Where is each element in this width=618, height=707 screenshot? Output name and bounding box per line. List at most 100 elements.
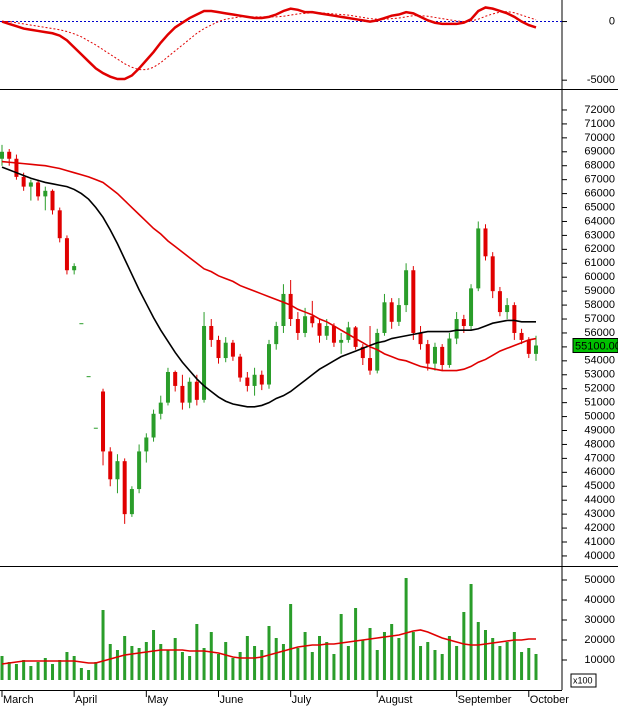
candle-body	[209, 325, 214, 340]
volume-bar	[346, 646, 350, 680]
volume-bar	[188, 656, 192, 680]
volume-bar	[498, 646, 502, 680]
volume-bar	[130, 646, 134, 680]
y-tick-label: 69000	[584, 146, 615, 158]
candle-body	[389, 302, 394, 322]
volume-bar	[43, 658, 47, 680]
volume-bar	[354, 608, 358, 680]
x-tick-label: October	[530, 694, 569, 706]
y-tick-label: 62000	[584, 243, 615, 255]
volume-bar	[0, 656, 4, 680]
y-tick-label: 68000	[584, 160, 615, 172]
volume-bar	[289, 604, 293, 680]
volume-bar	[455, 646, 459, 680]
candle-body	[180, 385, 185, 403]
y-tick-label: 47000	[584, 452, 615, 464]
volume-bar	[22, 660, 26, 680]
volume-bar	[382, 632, 386, 680]
volume-bar	[209, 632, 213, 680]
volume-bar	[520, 652, 524, 680]
candle-body	[440, 346, 445, 366]
candle-body	[216, 339, 221, 359]
volume-bar	[397, 638, 401, 680]
candle-body	[317, 323, 322, 336]
candle-body	[368, 358, 373, 371]
x-tick-label: June	[219, 694, 243, 706]
candle-body	[404, 270, 409, 306]
volume-bar	[123, 636, 127, 680]
candle-body	[115, 461, 120, 480]
volume-bar	[375, 650, 379, 680]
y-tick-label: 48000	[584, 438, 615, 450]
volume-bar	[318, 636, 322, 680]
x-tick-label: July	[292, 694, 312, 706]
volume-bar	[137, 648, 141, 680]
x-tick-label: August	[378, 694, 412, 706]
candle-body	[64, 238, 69, 271]
y-tick-label: -5000	[587, 74, 615, 86]
volume-bar	[310, 652, 314, 680]
candle-body	[505, 305, 510, 313]
x-tick-label: March	[3, 694, 34, 706]
volume-bar	[216, 654, 220, 680]
candle-body	[21, 176, 26, 187]
y-tick-label: 57000	[584, 313, 615, 325]
y-tick-label: 54000	[584, 355, 615, 367]
candle-body	[483, 228, 488, 257]
volume-bar	[361, 640, 365, 680]
candle-body	[353, 327, 358, 347]
volume-bar	[332, 654, 336, 680]
volume-bar	[238, 652, 242, 680]
last-price-label: 55100.00	[575, 340, 618, 352]
last-price-box	[572, 338, 618, 354]
volume-bar	[72, 656, 76, 680]
volume-bar	[303, 632, 307, 680]
y-tick-label: 58000	[584, 299, 615, 311]
candle-body	[245, 377, 250, 386]
candle-body	[375, 332, 380, 371]
y-tick-label: 50000	[584, 410, 615, 422]
volume-bar	[296, 648, 300, 680]
y-tick-label: 51000	[584, 397, 615, 409]
candle-body	[259, 374, 264, 385]
candle-body	[28, 182, 33, 187]
volume-bar	[260, 650, 264, 680]
volume-bar	[505, 642, 509, 680]
x-tick-label: May	[147, 694, 168, 706]
y-tick-label: 40000	[584, 550, 615, 562]
volume-bar	[36, 662, 40, 680]
candle-body	[230, 342, 235, 357]
candle-body	[0, 151, 4, 159]
candle-body	[295, 319, 300, 333]
volume-bar	[195, 624, 199, 680]
volume-bar	[404, 578, 408, 680]
candle-body	[396, 305, 401, 322]
candle-body	[360, 346, 365, 359]
candle-body	[461, 319, 466, 326]
y-tick-label: 46000	[584, 466, 615, 478]
candle-body	[144, 437, 149, 452]
candle-body	[476, 228, 481, 289]
volume-bar	[447, 636, 451, 680]
volume-bar	[253, 646, 257, 680]
y-tick-label: 45000	[584, 480, 615, 492]
y-tick-label: 65000	[584, 201, 615, 213]
x-tick-label: September	[458, 694, 512, 706]
volume-bar	[202, 648, 206, 680]
y-tick-label: 60000	[584, 271, 615, 283]
y-tick-label: 52000	[584, 383, 615, 395]
volume-bar	[58, 660, 62, 680]
y-tick-label: 56000	[584, 327, 615, 339]
candle-body	[122, 461, 127, 515]
unit-box	[570, 673, 597, 688]
y-tick-label: 50000	[584, 574, 615, 586]
y-tick-label: 42000	[584, 522, 615, 534]
y-tick-label: 61000	[584, 257, 615, 269]
candle-body	[519, 332, 524, 340]
volume-bar	[65, 652, 69, 680]
candle-body	[108, 451, 113, 480]
volume-bar	[476, 622, 480, 680]
volume-bar	[390, 624, 394, 680]
candle-body	[526, 339, 531, 354]
line-series	[1, 160, 537, 372]
